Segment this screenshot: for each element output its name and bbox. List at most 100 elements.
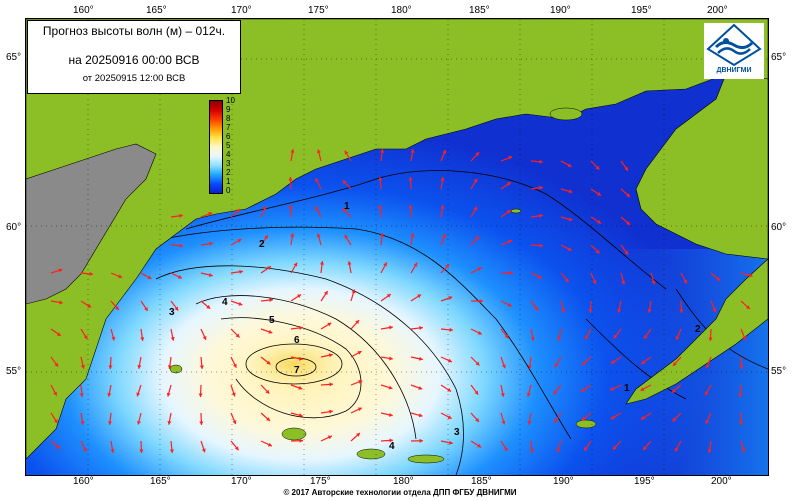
arrow-head — [378, 205, 383, 209]
arrow-head — [675, 336, 680, 341]
arrow-head — [378, 177, 383, 181]
arrow-head — [509, 270, 513, 275]
arrow-head — [447, 415, 452, 419]
lat-label-right: 65° — [771, 52, 787, 63]
legend-value: 10 — [226, 96, 235, 105]
arrow-head — [208, 272, 213, 277]
arrow-head — [83, 335, 88, 340]
arrow-head — [179, 243, 183, 248]
arrow-head — [54, 362, 59, 367]
arrow-head — [716, 277, 721, 281]
arrow-head — [262, 205, 267, 210]
lat-label-right: 60° — [771, 222, 787, 233]
arrow-head — [266, 417, 271, 421]
island-7 — [169, 364, 183, 374]
arrow-head — [413, 262, 418, 267]
legend-value: 4 — [226, 150, 231, 159]
arrow-head — [389, 356, 393, 361]
arrow-head — [408, 177, 413, 181]
contour-label: 3 — [169, 307, 175, 318]
arrow-head — [269, 297, 273, 303]
arrow-head — [641, 360, 646, 365]
arrow-head — [234, 446, 239, 451]
legend-value: 7 — [226, 123, 231, 132]
arrow-head — [624, 166, 629, 171]
arrow-head — [418, 356, 423, 361]
arrow-head — [539, 185, 543, 190]
lon-label-top: 175° — [308, 5, 329, 16]
arrow-head — [328, 353, 333, 358]
arrow-head — [236, 209, 240, 213]
arrow-head — [344, 150, 349, 155]
contour-label: 3 — [454, 427, 460, 438]
arrow-head — [140, 337, 145, 341]
arrow-head — [581, 388, 586, 392]
arrow-head — [683, 279, 687, 284]
arrow-head — [137, 365, 142, 369]
arrow-head — [738, 421, 744, 425]
arrow-head — [107, 392, 112, 397]
arrow-head — [651, 280, 656, 285]
arrow-head — [266, 360, 271, 365]
arrow-head — [80, 364, 85, 369]
arrow-head — [380, 149, 385, 153]
arrow-head — [329, 382, 333, 387]
copyright-notice: © 2017 Авторские технологии отдела ДПП Ф… — [283, 488, 517, 497]
contour-label: 2 — [695, 324, 701, 335]
arrow-head — [265, 389, 270, 394]
arrow-head — [445, 264, 450, 269]
arrow-head — [624, 250, 629, 255]
arrow-head — [539, 213, 543, 218]
forecast-title: Прогноз высоты волн (м) – 012ч. — [42, 24, 226, 38]
contour-label: 5 — [269, 315, 275, 326]
contour-label: 7 — [294, 365, 300, 376]
arrow-head — [232, 363, 237, 368]
arrow-head — [568, 189, 573, 194]
arrow-head — [640, 415, 645, 420]
arrow-head — [89, 271, 93, 276]
arrow-head — [167, 421, 172, 425]
arrow-head — [290, 233, 295, 237]
arrow-head — [597, 219, 602, 224]
forecast-issue-time: от 20250915 12:00 ВСВ — [82, 73, 186, 84]
arrow-head — [209, 241, 213, 246]
arrow-head — [231, 392, 236, 397]
arrow-head — [53, 391, 57, 396]
arrow-head — [144, 306, 148, 311]
arrow-head — [56, 332, 61, 336]
arrow-head — [299, 325, 303, 330]
arrow-head — [612, 445, 617, 450]
arrow-head — [238, 301, 243, 306]
lon-label-bottom: 165° — [150, 476, 171, 487]
arrow-head — [477, 330, 482, 335]
arrow-head — [707, 449, 712, 453]
lon-label-top: 190° — [550, 5, 571, 16]
arrow-head — [389, 325, 393, 330]
wave-direction-arrows — [50, 149, 753, 454]
arrow-head — [383, 262, 387, 267]
arrow-head — [267, 442, 272, 447]
arrow-head — [748, 273, 753, 278]
arrow-head — [201, 448, 206, 453]
arrow-head — [626, 193, 630, 197]
arrow-head — [357, 351, 362, 355]
arrow-head — [474, 390, 479, 395]
arrow-head — [739, 365, 744, 369]
arrow-head — [357, 407, 362, 412]
arrow-head — [293, 262, 298, 267]
lon-label-bottom: 175° — [310, 476, 331, 487]
arrow-head — [82, 447, 87, 452]
arrow-head — [315, 206, 319, 211]
arrow-head — [442, 149, 447, 154]
arrow-head — [199, 421, 204, 425]
arrow-head — [712, 308, 717, 313]
forecast-valid-time: на 20250916 00:00 ВСВ — [68, 53, 200, 67]
legend-value: 0 — [226, 186, 231, 195]
contour-label: 6 — [294, 335, 300, 346]
arrow-head — [644, 334, 648, 339]
legend-colorbar — [209, 100, 223, 194]
logo-emblem-icon — [706, 23, 762, 67]
color-legend: 10 9 8 7 6 5 4 3 2 1 0 — [206, 96, 242, 195]
arrow-head — [534, 306, 539, 311]
arrow-head — [475, 236, 480, 241]
